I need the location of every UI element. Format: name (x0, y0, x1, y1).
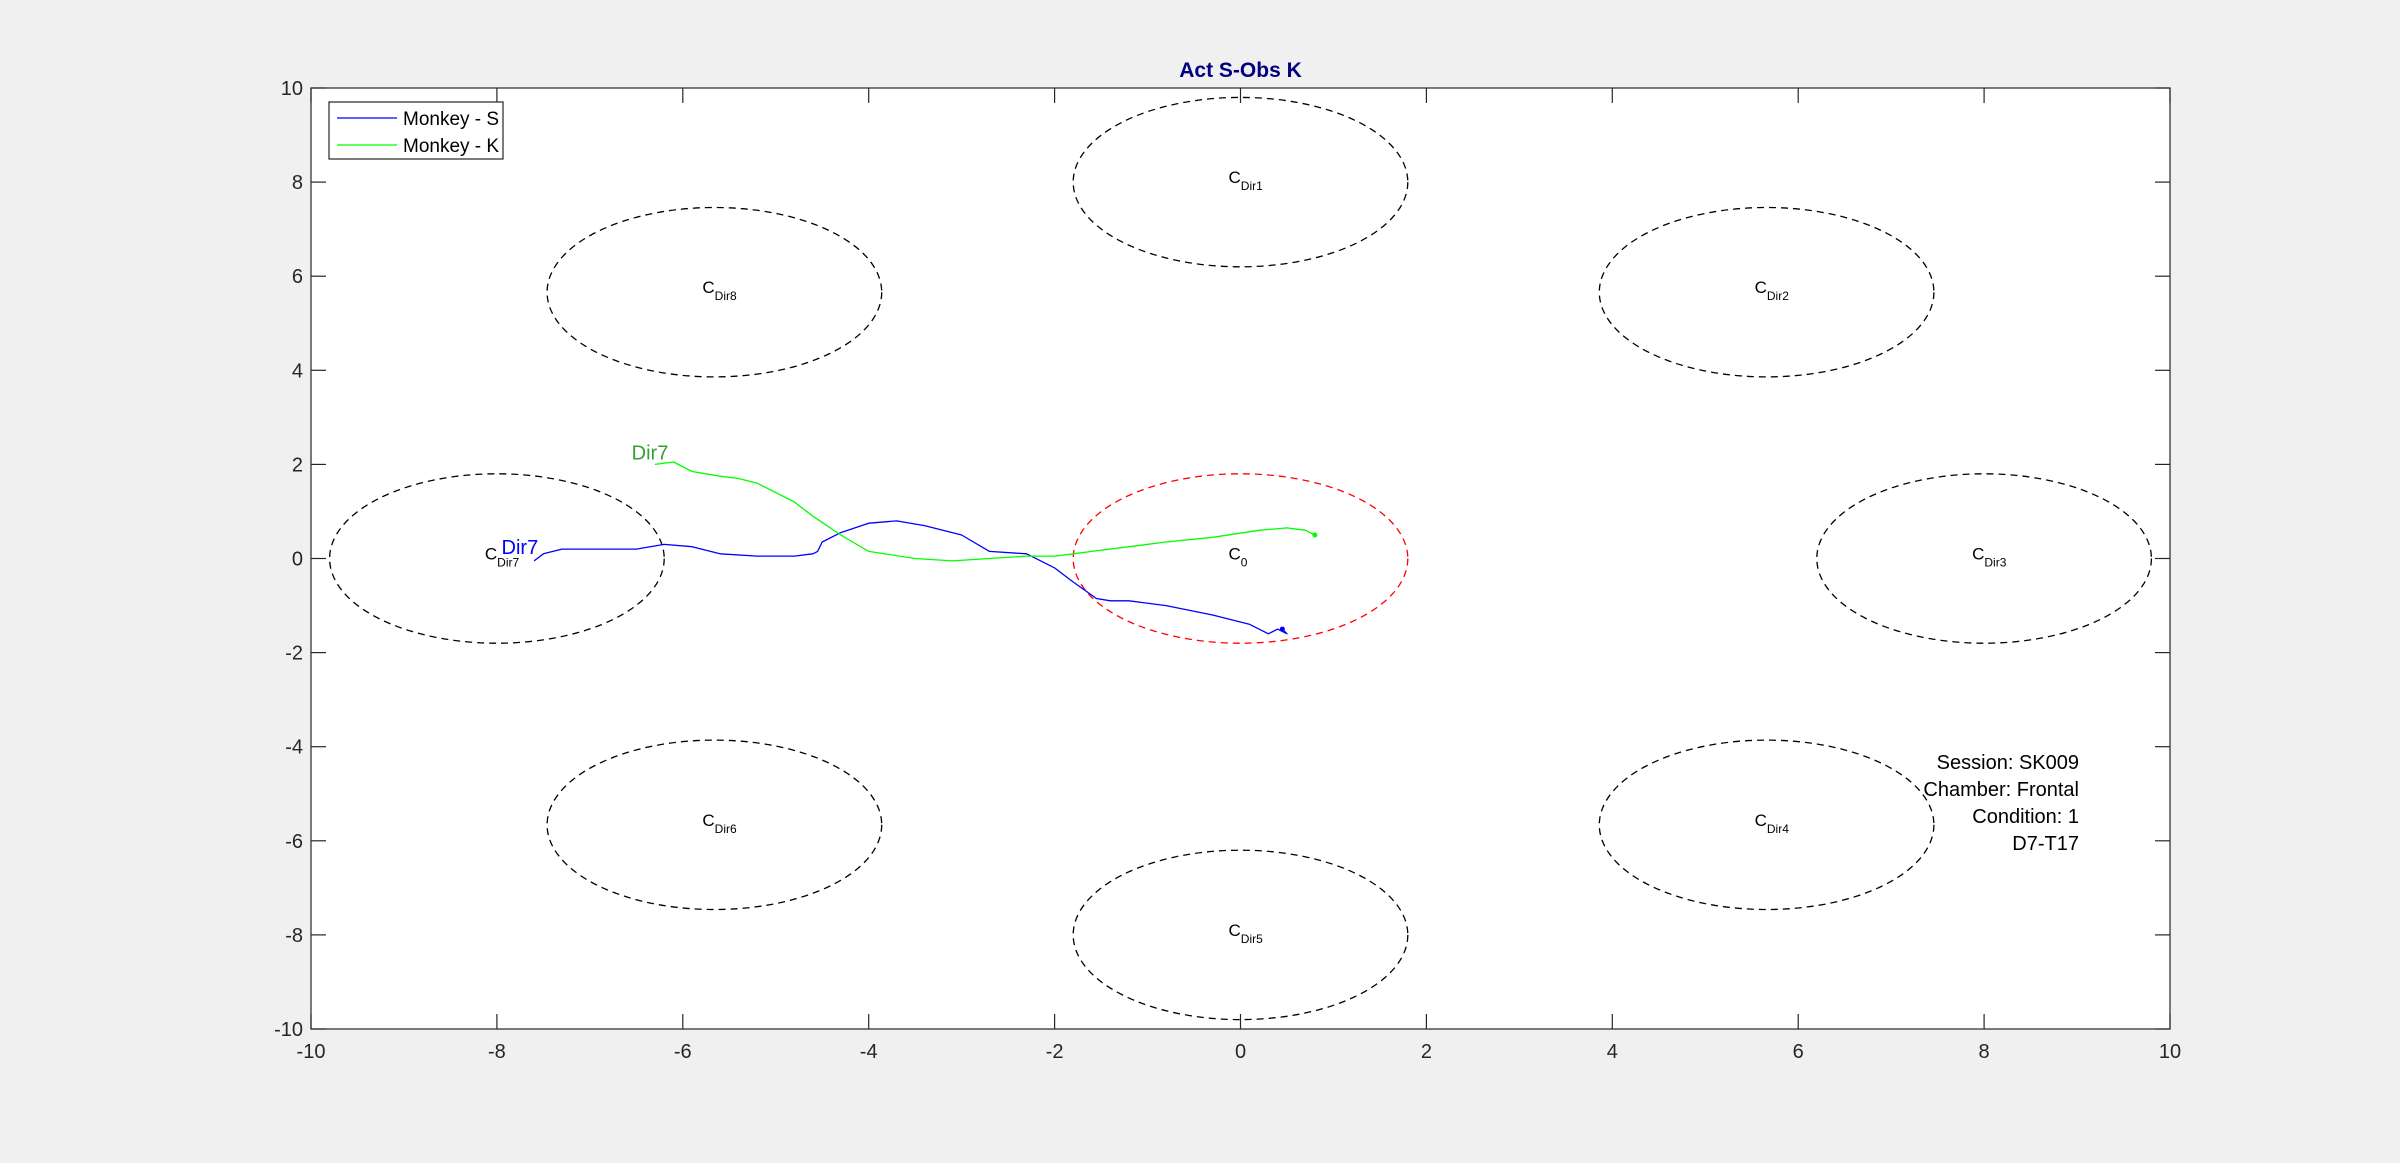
target-circle-dir6 (546, 739, 883, 911)
target-circle-0 (1072, 473, 1409, 644)
x-tick-label: -6 (674, 1041, 692, 1063)
x-tick-label: 0 (1235, 1041, 1246, 1063)
target-circle-dir7 (328, 473, 665, 644)
legend: Monkey - S Monkey - K (328, 101, 504, 160)
circle-label-dir7: CDir7 (485, 545, 520, 570)
circle-label-dir1: CDir1 (1229, 168, 1264, 193)
x-tick-label: 10 (2159, 1041, 2181, 1063)
y-tick-label: -10 (274, 1019, 303, 1041)
y-tick-label: 4 (292, 360, 303, 382)
target-circle-labels: CDir1 CDir2 CDir3 CDir4 CDir5 CDir6 CDir7 CDir8… (485, 168, 2007, 946)
legend-box (328, 101, 504, 160)
x-tick-label: 4 (1607, 1041, 1618, 1063)
x-tick-label: 6 (1793, 1041, 1804, 1063)
x-tick-label: -8 (488, 1041, 506, 1063)
x-tick-label: 8 (1979, 1041, 1990, 1063)
circle-label-dir5: CDir5 (1229, 921, 1264, 946)
y-tick-label: 0 (292, 549, 303, 571)
target-circle-dir5 (1072, 849, 1409, 1021)
axes-area (310, 87, 2171, 1030)
annotation-label: Dir7 (632, 443, 669, 465)
circle-label-dir4: CDir4 (1755, 811, 1790, 836)
trajectory-monkey-s (533, 520, 1288, 635)
x-tick-label: -2 (1046, 1041, 1064, 1063)
x-tick-label: 2 (1421, 1041, 1432, 1063)
session-info-line: D7-T17 (2012, 833, 2079, 855)
target-circle-dir2 (1598, 206, 1935, 378)
trajectories (533, 461, 1318, 635)
y-tick-label: -4 (285, 737, 303, 759)
y-tick-label: 2 (292, 454, 303, 476)
target-circle-dir8 (546, 206, 883, 378)
legend-label: Monkey - S (403, 109, 499, 130)
legend-label: Monkey - K (403, 136, 499, 157)
session-info-line: Chamber: Frontal (1923, 779, 2079, 801)
trajectory-monkey-k (654, 461, 1316, 562)
axis-tick-labels: -10 -8 -6 -4 -2 0 2 4 6 8 10 -10 -8 -6 -4 -2 0 2 4 6 8 10 (274, 78, 2181, 1063)
session-info: Session: SK009 Chamber: Frontal Condition:… (1923, 752, 2079, 855)
circle-label-dir6: CDir6 (702, 811, 737, 836)
circle-label-dir2: CDir2 (1755, 278, 1790, 303)
y-tick-label: 10 (281, 78, 303, 100)
x-tick-label: -10 (297, 1041, 326, 1063)
annotations: Dir7 Dir7 (502, 443, 669, 559)
trajectory-start-point-0 (1279, 626, 1285, 632)
y-tick-label: 8 (292, 172, 303, 194)
circle-label-dir3: CDir3 (1972, 545, 2007, 570)
x-tick-label: -4 (860, 1041, 878, 1063)
chart-title: Act S-Obs K (1179, 59, 1302, 82)
y-tick-label: 6 (292, 266, 303, 288)
trajectory-start-point-1 (1312, 532, 1318, 538)
target-circle-dir1 (1072, 96, 1409, 268)
target-circle-dir3 (1816, 473, 2153, 644)
session-info-line: Session: SK009 (1937, 752, 2079, 774)
annotation-label: Dir7 (502, 537, 539, 559)
y-tick-label: -2 (285, 643, 303, 665)
session-info-line: Condition: 1 (1972, 806, 2079, 828)
y-tick-label: -8 (285, 925, 303, 947)
circle-label-0: C0 (1229, 545, 1248, 570)
target-circle-dir4 (1598, 739, 1935, 911)
y-tick-label: -6 (285, 831, 303, 853)
target-circles (328, 96, 2153, 1021)
axis-ticks (310, 87, 2171, 1030)
circle-label-dir8: CDir8 (702, 278, 737, 303)
